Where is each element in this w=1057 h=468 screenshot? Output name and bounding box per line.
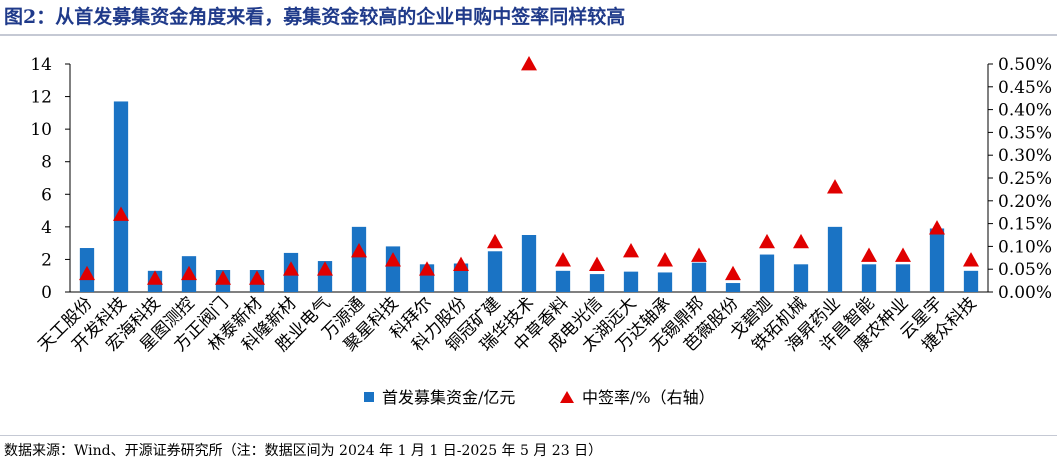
right-tick-label: 0.20% bbox=[998, 192, 1052, 212]
left-tick-label: 6 bbox=[41, 185, 52, 205]
bar bbox=[827, 226, 843, 292]
source-divider bbox=[0, 435, 1057, 436]
bar bbox=[623, 271, 639, 292]
rate-marker bbox=[351, 242, 367, 258]
right-tick-label: 0.05% bbox=[998, 260, 1052, 280]
combo-chart: 0 2 4 6 8 10 12 14 0.00% 0.05% 0.10%0.15% 0.20% 0.25… bbox=[30, 55, 1052, 407]
right-tick-label: 0.45% bbox=[998, 78, 1052, 98]
rate-marker bbox=[487, 233, 503, 249]
legend: 首发募集资金/亿元 中签率/%（右轴） bbox=[364, 388, 715, 407]
rate-marker bbox=[623, 242, 639, 258]
right-tick-label: 0.25% bbox=[998, 169, 1052, 189]
rate-marker bbox=[691, 247, 707, 262]
figure-title: 图2：从首发募集资金角度来看，募集资金较高的企业申购中签率同样较高 bbox=[4, 6, 626, 28]
bar bbox=[351, 226, 367, 292]
rate-marker bbox=[521, 56, 537, 71]
left-tick-label: 12 bbox=[30, 88, 52, 108]
right-tick-label: 0.50% bbox=[998, 55, 1052, 75]
bar bbox=[521, 235, 537, 292]
right-tick-label: 0.00% bbox=[998, 283, 1052, 303]
rate-marker bbox=[249, 270, 265, 285]
left-tick-label: 4 bbox=[41, 218, 52, 238]
right-tick-label: 0.10% bbox=[998, 237, 1052, 257]
chart-axes: 0 2 4 6 8 10 12 14 0.00% 0.05% 0.10%0.15% 0.20% 0.25… bbox=[30, 55, 1052, 303]
title-divider bbox=[0, 34, 1057, 36]
left-tick-label: 14 bbox=[30, 55, 52, 75]
rate-marker bbox=[181, 265, 197, 281]
bar bbox=[759, 254, 775, 292]
bar bbox=[487, 251, 503, 292]
bar bbox=[657, 272, 673, 292]
data-source-note: 数据来源：Wind、开源证券研究所（注：数据区间为 2024 年 1 月 1 日… bbox=[4, 443, 603, 459]
rate-marker bbox=[147, 270, 163, 285]
rate-marker bbox=[555, 252, 571, 267]
bar bbox=[555, 270, 571, 292]
rate-marker bbox=[589, 256, 605, 272]
right-tick-label: 0.40% bbox=[998, 101, 1052, 121]
left-tick-label: 10 bbox=[30, 120, 52, 140]
rate-marker bbox=[385, 252, 401, 267]
right-tick-label: 0.30% bbox=[998, 146, 1052, 166]
rate-marker bbox=[725, 265, 741, 281]
legend-marker-label: 中签率/%（右轴） bbox=[582, 388, 715, 407]
left-tick-label: 2 bbox=[41, 250, 52, 270]
legend-marker-swatch bbox=[560, 391, 574, 403]
left-tick-label: 8 bbox=[41, 153, 52, 173]
rate-marker bbox=[759, 233, 775, 249]
bar bbox=[963, 270, 979, 292]
left-tick-label: 0 bbox=[41, 283, 52, 303]
bar bbox=[725, 283, 741, 292]
rate-marker bbox=[895, 247, 911, 262]
bar bbox=[113, 101, 129, 292]
rate-marker bbox=[113, 206, 129, 221]
rate-marker bbox=[827, 179, 843, 194]
rate-marker bbox=[793, 233, 809, 249]
right-tick-label: 0.15% bbox=[998, 215, 1052, 235]
bar bbox=[895, 264, 911, 292]
rate-marker bbox=[283, 261, 299, 276]
bar bbox=[385, 246, 401, 292]
rate-marker bbox=[317, 261, 333, 276]
rate-marker bbox=[963, 252, 979, 267]
rate-marker bbox=[215, 270, 231, 285]
rate-marker bbox=[453, 256, 469, 272]
rate-marker bbox=[79, 265, 95, 281]
bar bbox=[589, 274, 605, 292]
bar-series bbox=[79, 101, 979, 292]
rate-marker bbox=[861, 247, 877, 262]
right-tick-label: 0.35% bbox=[998, 123, 1052, 143]
x-tick-labels: 天工股份开发科技宏海科技星图测控方正阀门林泰新材科隆新材胜业电气万源通聚星科技科… bbox=[34, 293, 980, 355]
rate-marker bbox=[657, 252, 673, 267]
rate-marker bbox=[419, 261, 435, 276]
legend-bar-swatch bbox=[364, 392, 374, 402]
bar bbox=[929, 228, 945, 292]
marker-series bbox=[79, 56, 979, 285]
bar bbox=[691, 262, 707, 292]
bar bbox=[793, 264, 809, 292]
legend-bar-label: 首发募集资金/亿元 bbox=[382, 388, 515, 407]
rate-marker bbox=[929, 220, 945, 235]
bar bbox=[861, 264, 877, 292]
